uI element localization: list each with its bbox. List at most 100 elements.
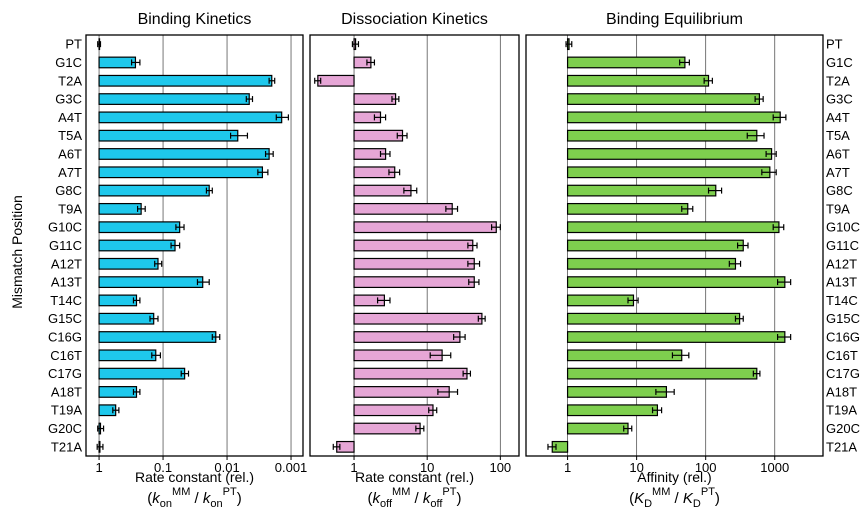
x-tick-label: 0.01	[214, 460, 239, 475]
bar	[353, 312, 483, 325]
x-tick-label: 100	[695, 460, 717, 475]
bar	[98, 221, 181, 234]
category-label: G15C	[48, 311, 82, 326]
bar	[353, 257, 475, 270]
plot-frame	[309, 34, 520, 457]
category-label: T14C	[826, 293, 858, 308]
bar	[566, 56, 686, 69]
bar	[353, 239, 474, 252]
x-tick-label: 1000	[760, 460, 789, 475]
category-label: G8C	[55, 183, 82, 198]
category-label: G3C	[55, 92, 82, 107]
panel-title: Binding Kinetics	[138, 11, 252, 28]
bar	[566, 74, 710, 87]
category-label: G10C	[48, 220, 82, 235]
bar	[353, 386, 450, 398]
x-tick-label: 10	[420, 460, 434, 475]
category-label: T21A	[826, 439, 857, 454]
bar	[98, 93, 250, 105]
category-label: T19A	[51, 403, 82, 418]
category-label: G20C	[826, 421, 860, 436]
category-label: C16T	[826, 348, 858, 363]
x-axis-label-formula: (koffMM / koffPT)	[368, 486, 462, 510]
bar	[98, 312, 155, 325]
category-label: A4T	[826, 110, 850, 125]
bar	[98, 257, 159, 270]
bar	[566, 367, 758, 380]
category-label: T2A	[826, 73, 850, 88]
plot-frame	[85, 34, 304, 457]
category-label: PT	[826, 37, 843, 52]
category-label: C16G	[826, 330, 860, 345]
panel-1: Binding Kinetics PT G1C T2A G3C A4T T5A A6T A7T G…	[48, 11, 307, 510]
category-label: C17G	[826, 366, 860, 381]
category-label: A12T	[826, 256, 857, 271]
category-label: A13T	[826, 275, 857, 290]
bar	[566, 312, 741, 325]
bar	[98, 184, 210, 197]
bar	[566, 148, 773, 160]
bar	[566, 111, 781, 124]
category-label: A4T	[58, 110, 82, 125]
category-label: G3C	[826, 92, 853, 107]
bar	[98, 239, 176, 252]
category-label: G20C	[48, 421, 82, 436]
bar	[353, 367, 468, 380]
category-label: T19A	[826, 403, 857, 418]
bar	[566, 202, 689, 215]
bar	[566, 331, 786, 343]
panel-title: Binding Equilibrium	[606, 11, 743, 28]
bar	[353, 93, 397, 105]
bar	[566, 184, 717, 197]
bar	[566, 93, 761, 105]
category-label: T2A	[58, 73, 82, 88]
bar	[98, 74, 273, 87]
bar	[98, 367, 186, 380]
category-label: T14C	[50, 293, 82, 308]
category-label: A6T	[826, 146, 850, 161]
bar	[98, 349, 157, 362]
category-label: G10C	[826, 220, 860, 235]
category-label: T5A	[58, 128, 82, 143]
category-label: T9A	[58, 201, 82, 216]
x-axis-label: Affinity (rel.)	[637, 469, 711, 485]
bar	[566, 386, 668, 398]
bar	[353, 404, 434, 417]
category-label: T21A	[51, 439, 82, 454]
bar	[98, 166, 264, 179]
bar	[98, 111, 283, 124]
category-label: A18T	[51, 384, 82, 399]
bar	[566, 294, 635, 307]
bar	[566, 239, 744, 252]
category-label: C16G	[48, 330, 82, 345]
panel-3: Binding Equilibrium PT G1C T2A G3C A4T T5A A6T A…	[525, 11, 860, 510]
x-tick-label: 100	[489, 460, 511, 475]
bar	[353, 129, 404, 142]
bar	[353, 221, 497, 234]
x-tick-label: 0.1	[154, 460, 172, 475]
bar	[353, 202, 453, 215]
x-axis-label-formula: (KDMM / KDPT)	[629, 486, 720, 510]
plot-frame	[525, 34, 824, 457]
category-label: T5A	[826, 128, 850, 143]
category-label: G11C	[826, 238, 859, 253]
x-tick-label: 1	[95, 460, 102, 475]
x-axis-label-formula: (konMM / konPT)	[147, 486, 241, 510]
category-label: G1C	[55, 55, 82, 70]
x-tick-label: 10	[629, 460, 643, 475]
bar	[98, 386, 138, 398]
bar	[353, 422, 421, 435]
category-label: A13T	[51, 275, 82, 290]
x-axis-label: Rate constant (rel.)	[135, 469, 254, 485]
category-label: G11C	[49, 238, 82, 253]
category-label: C17G	[48, 366, 82, 381]
x-tick-label: 0.001	[275, 460, 308, 475]
bar	[98, 129, 239, 142]
category-label: A7T	[826, 165, 850, 180]
panel-title: Dissociation Kinetics	[341, 11, 488, 28]
bar	[353, 349, 443, 362]
panel-2: Dissociation Kinetics 1 10 100 Rate constant…	[309, 11, 520, 510]
bar	[353, 331, 461, 343]
bar	[98, 202, 142, 215]
bar	[353, 276, 475, 289]
